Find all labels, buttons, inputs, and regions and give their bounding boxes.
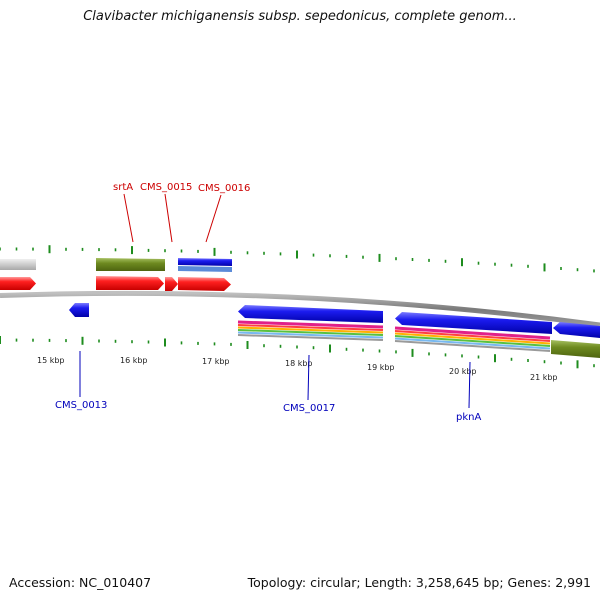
cds-arrow[interactable] <box>0 277 36 290</box>
gene-label-cms-0016[interactable]: CMS_0016 <box>198 183 250 194</box>
reverse-gene-labels: CMS_0013 CMS_0017 pknA <box>55 351 481 423</box>
gene-label-srta[interactable]: srtA <box>113 182 133 193</box>
rna-band[interactable] <box>178 258 232 266</box>
cds-arrow[interactable] <box>395 312 552 334</box>
cds-arrow[interactable] <box>96 276 164 290</box>
upper-tick-ring <box>0 245 595 273</box>
map-title: Clavibacter michiganensis subsp. sepedon… <box>83 9 517 24</box>
gene-label-cms-0017[interactable]: CMS_0017 <box>283 403 335 414</box>
gene-label-pkna[interactable]: pknA <box>456 412 481 423</box>
topology-summary: Topology: circular; Length: 3,258,645 bp… <box>247 575 591 590</box>
gene-band[interactable] <box>551 340 600 358</box>
neutral-band[interactable] <box>0 259 36 270</box>
scale-label: 17 kbp <box>202 357 230 366</box>
gene-band[interactable] <box>96 258 165 271</box>
cds-arrow[interactable] <box>178 277 231 291</box>
scale-labels: 15 kbp 16 kbp 17 kbp 18 kbp 19 kbp 20 kb… <box>37 356 558 382</box>
scale-label: 19 kbp <box>367 363 395 372</box>
cds-arrow[interactable] <box>69 303 89 317</box>
accession-text: Accession: NC_010407 <box>9 575 152 590</box>
genome-backbone <box>0 290 600 328</box>
scale-label: 20 kbp <box>449 367 477 376</box>
reverse-feature-rings <box>69 303 600 358</box>
stacked-bands <box>237 320 551 352</box>
cds-arrow[interactable] <box>553 322 600 338</box>
scale-label: 18 kbp <box>285 359 313 368</box>
forward-feature-rings <box>0 258 232 291</box>
gene-label-cms-0015[interactable]: CMS_0015 <box>140 182 192 193</box>
scale-label: 16 kbp <box>120 356 148 365</box>
cds-arrow[interactable] <box>238 305 383 323</box>
forward-gene-labels: srtA CMS_0015 CMS_0016 <box>113 182 250 243</box>
gene-label-cms-0013[interactable]: CMS_0013 <box>55 400 107 411</box>
scale-label: 15 kbp <box>37 356 65 365</box>
rna-band-light[interactable] <box>178 266 232 272</box>
scale-label: 21 kbp <box>530 373 558 382</box>
cds-arrow[interactable] <box>165 277 178 291</box>
lower-tick-ring <box>0 336 595 369</box>
